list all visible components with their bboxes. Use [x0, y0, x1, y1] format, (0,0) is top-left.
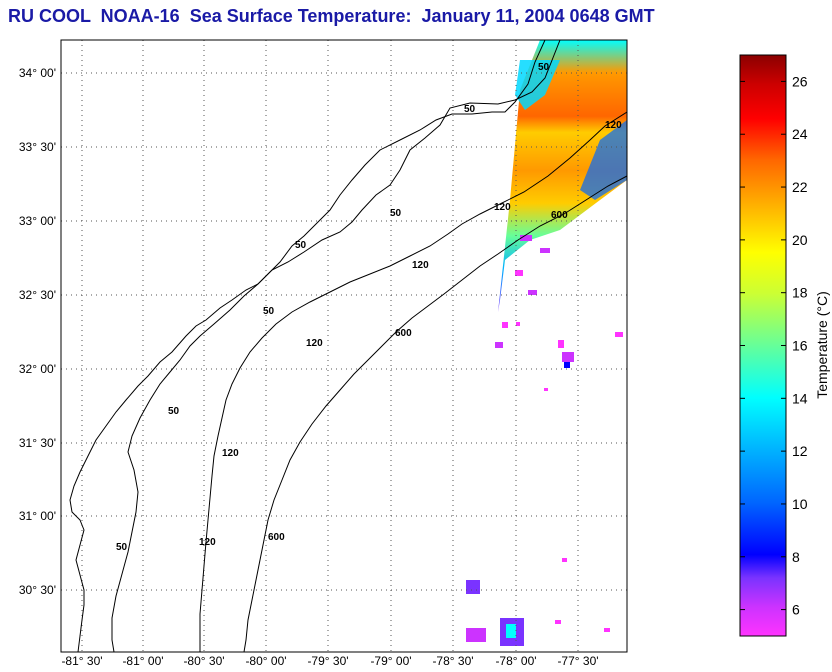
lon-tick-label: -79° 00': [370, 654, 411, 668]
lat-tick-label: 34° 00': [19, 66, 56, 80]
sst-pixel: [544, 388, 548, 391]
isobath-label: 600: [551, 210, 568, 221]
sst-pixel: [466, 580, 480, 594]
lon-tick-label: -78° 00': [495, 654, 536, 668]
lon-tick-label: -81° 00': [122, 654, 163, 668]
sst-gulfstream-edge: [580, 120, 627, 200]
contour-lines: [69, 40, 627, 652]
colorbar-title: Temperature (°C): [814, 291, 830, 399]
colorbar-tick-label: 16: [792, 338, 808, 354]
colorbar-tick-label: 20: [792, 232, 808, 248]
lat-tick-label: 33° 00': [19, 214, 56, 228]
colorbar-tick-label: 22: [792, 179, 808, 195]
isobath-label: 120: [199, 537, 216, 548]
colorbar-tick-label: 8: [792, 549, 800, 565]
colorbar-ticks: 6 8 10 12 14 16 18 20 22 24 26: [740, 73, 808, 618]
lon-tick-label: -80° 30': [183, 654, 224, 668]
lon-tick-label: -81° 30': [61, 654, 102, 668]
sst-pixel: [540, 248, 550, 253]
isobath-label: 50: [464, 104, 476, 115]
colorbar-tick-label: 12: [792, 443, 808, 459]
colorbar-tick-label: 18: [792, 285, 808, 301]
sst-pixel: [604, 628, 610, 632]
sst-pixel: [520, 235, 532, 241]
sst-pixel: [502, 322, 508, 328]
colorbar-tick-label: 26: [792, 73, 808, 89]
colorbar-gradient: [739, 54, 787, 637]
sst-pixel: [562, 352, 574, 362]
lat-tick-label: 31° 00': [19, 509, 56, 523]
isobath-labels: 50 50 50 50 50 50 50 120 120 120 120 120…: [116, 62, 622, 553]
coastline: [69, 40, 546, 652]
sst-pixel: [615, 332, 623, 337]
isobath-label: 120: [605, 120, 622, 131]
map-title: RU COOL NOAA-16 Sea Surface Temperature:…: [8, 6, 655, 26]
lon-tick-label: -80° 00': [245, 654, 286, 668]
colorbar-tick-label: 6: [792, 602, 800, 618]
sst-pixel: [516, 322, 520, 326]
colorbar-tick-label: 10: [792, 496, 808, 512]
colorbar-tick-label: 14: [792, 390, 808, 406]
sst-pixel: [528, 290, 537, 295]
isobath-120: [199, 111, 627, 652]
isobath-label: 120: [306, 338, 323, 349]
isobath-label: 600: [395, 328, 412, 339]
lat-tick-label: 32° 00': [19, 362, 56, 376]
lat-tick-label: 32° 30': [19, 288, 56, 302]
sst-pixel: [555, 620, 561, 624]
map-frame: [60, 39, 628, 653]
isobath-600: [243, 175, 627, 652]
lat-tick-label: 31° 30': [19, 436, 56, 450]
sst-swath-area: [498, 40, 627, 312]
isobath-label: 120: [412, 260, 429, 271]
lon-tick-label: -77° 30': [557, 654, 598, 668]
isobath-50: [111, 40, 561, 652]
isobath-label: 50: [168, 406, 180, 417]
sst-pixel: [466, 628, 486, 642]
lat-tick-label: 33° 30': [19, 140, 56, 154]
lon-tick-label: -79° 30': [307, 654, 348, 668]
sst-pixel: [564, 362, 570, 368]
isobath-label: 50: [116, 542, 128, 553]
map-grid: [61, 40, 627, 652]
lon-axis: -81° 30' -81° 00' -80° 30' -80° 00' -79°…: [61, 654, 598, 668]
sst-swath: [466, 40, 627, 646]
isobath-label: 600: [268, 532, 285, 543]
lat-axis: 34° 00' 33° 30' 33° 00' 32° 30' 32° 00' …: [19, 66, 56, 597]
colorbar: 6 8 10 12 14 16 18 20 22 24 26 Temperature (°C): [739, 54, 830, 637]
isobath-label: 50: [390, 208, 402, 219]
isobath-label: 50: [295, 240, 307, 251]
isobath-label: 50: [263, 306, 275, 317]
isobath-label: 120: [494, 202, 511, 213]
sst-pixel: [562, 558, 567, 562]
sst-pixel: [515, 270, 523, 276]
isobath-label: 120: [222, 448, 239, 459]
lon-tick-label: -78° 30': [432, 654, 473, 668]
isobath-label: 50: [538, 62, 550, 73]
sst-pixel: [506, 624, 516, 638]
sst-pixel: [558, 340, 564, 348]
sst-pixel: [495, 342, 503, 348]
colorbar-tick-label: 24: [792, 126, 808, 142]
lat-tick-label: 30° 30': [19, 583, 56, 597]
